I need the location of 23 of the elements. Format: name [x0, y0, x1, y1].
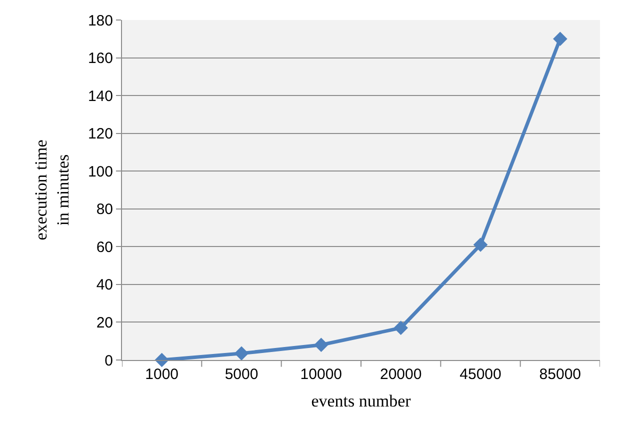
- y-tick-label: 160: [88, 50, 113, 68]
- x-tick-label: 5000: [224, 366, 258, 383]
- x-tick-label: 10000: [300, 366, 342, 383]
- x-axis-title: events number: [311, 391, 412, 410]
- y-tick-label: 0: [104, 352, 113, 370]
- y-axis-title: execution time in minutes: [31, 140, 73, 240]
- point: [553, 32, 568, 46]
- point: [473, 238, 488, 252]
- y-tick-label: 140: [88, 88, 113, 105]
- point: [314, 338, 328, 352]
- y-tick-label: 100: [88, 163, 113, 180]
- y-tick-label: 60: [96, 238, 113, 256]
- x-tick-label: 45000: [460, 366, 502, 383]
- point: [394, 320, 408, 336]
- y-tick-label: 120: [88, 126, 113, 143]
- x-tick-label: 20000: [380, 366, 422, 383]
- x-tick-label: 1000: [145, 366, 179, 383]
- x-tick-label: 85000: [539, 366, 582, 383]
- y-tick-label: 180: [88, 12, 113, 30]
- y-tick-label: 40: [96, 276, 113, 294]
- y-tick-label: 80: [96, 201, 113, 218]
- y-tick-label: 20: [96, 314, 113, 332]
- point: [234, 346, 249, 361]
